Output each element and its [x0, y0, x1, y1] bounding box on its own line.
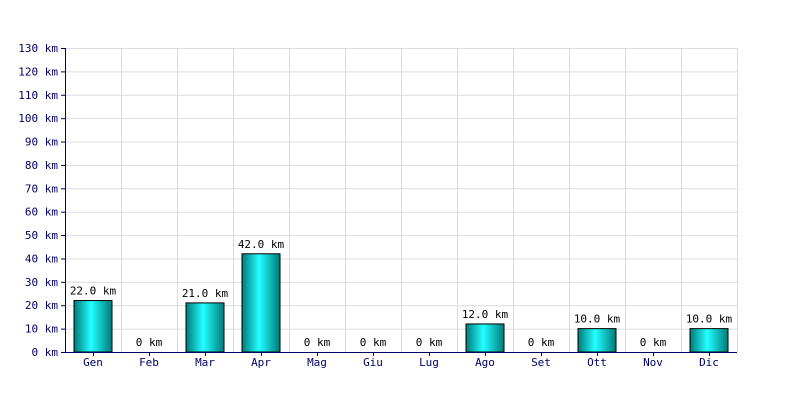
y-tick-label: 80 km — [25, 159, 58, 172]
bar — [465, 323, 505, 353]
y-tick-label: 90 km — [25, 136, 58, 149]
data-label: 0 km — [304, 336, 331, 349]
y-tick-label: 100 km — [18, 112, 58, 125]
y-tick-label: 50 km — [25, 229, 58, 242]
y-tick-label: 0 km — [32, 346, 59, 359]
x-tick-label: Ago — [475, 356, 495, 369]
bar — [185, 302, 225, 353]
x-tick-label: Lug — [419, 356, 439, 369]
data-label: 0 km — [136, 336, 163, 349]
data-label: 0 km — [360, 336, 387, 349]
bar — [73, 300, 113, 353]
x-tick-label: Dic — [699, 356, 719, 369]
y-tick-label: 30 km — [25, 276, 58, 289]
x-tick-label: Apr — [251, 356, 271, 369]
x-tick-label: Giu — [363, 356, 383, 369]
x-tick-label: Set — [531, 356, 551, 369]
data-label: 21.0 km — [182, 287, 229, 300]
grid — [65, 48, 738, 353]
x-tick-label: Feb — [139, 356, 159, 369]
data-label: 0 km — [528, 336, 555, 349]
y-tick-label: 40 km — [25, 252, 58, 265]
y-tick-label: 110 km — [18, 89, 58, 102]
data-label: 10.0 km — [686, 313, 733, 326]
x-tick-label: Ott — [587, 356, 607, 369]
data-label: 42.0 km — [238, 238, 285, 251]
data-label: 0 km — [416, 336, 443, 349]
y-tick-label: 60 km — [25, 206, 58, 219]
y-tick-label: 120 km — [18, 65, 58, 78]
bar — [241, 253, 281, 353]
axes — [61, 48, 737, 356]
bars — [73, 253, 729, 353]
y-tick-label: 10 km — [25, 323, 58, 336]
labels: 0 km 10 km 20 km 30 km 40 km 50 km 60 km 70 km 8… — [18, 42, 732, 369]
y-tick-label: 70 km — [25, 182, 58, 195]
x-tick-label: Mag — [307, 356, 327, 369]
data-label: 10.0 km — [574, 313, 621, 326]
y-tick-label: 20 km — [25, 299, 58, 312]
bar — [689, 328, 729, 353]
data-label: 22.0 km — [70, 285, 117, 298]
data-label: 0 km — [640, 336, 667, 349]
y-tick-label: 130 km — [18, 42, 58, 55]
x-tick-label: Gen — [83, 356, 103, 369]
bar — [577, 328, 617, 353]
data-label: 12.0 km — [462, 308, 509, 321]
x-tick-label: Mar — [195, 356, 215, 369]
x-tick-label: Nov — [643, 356, 663, 369]
